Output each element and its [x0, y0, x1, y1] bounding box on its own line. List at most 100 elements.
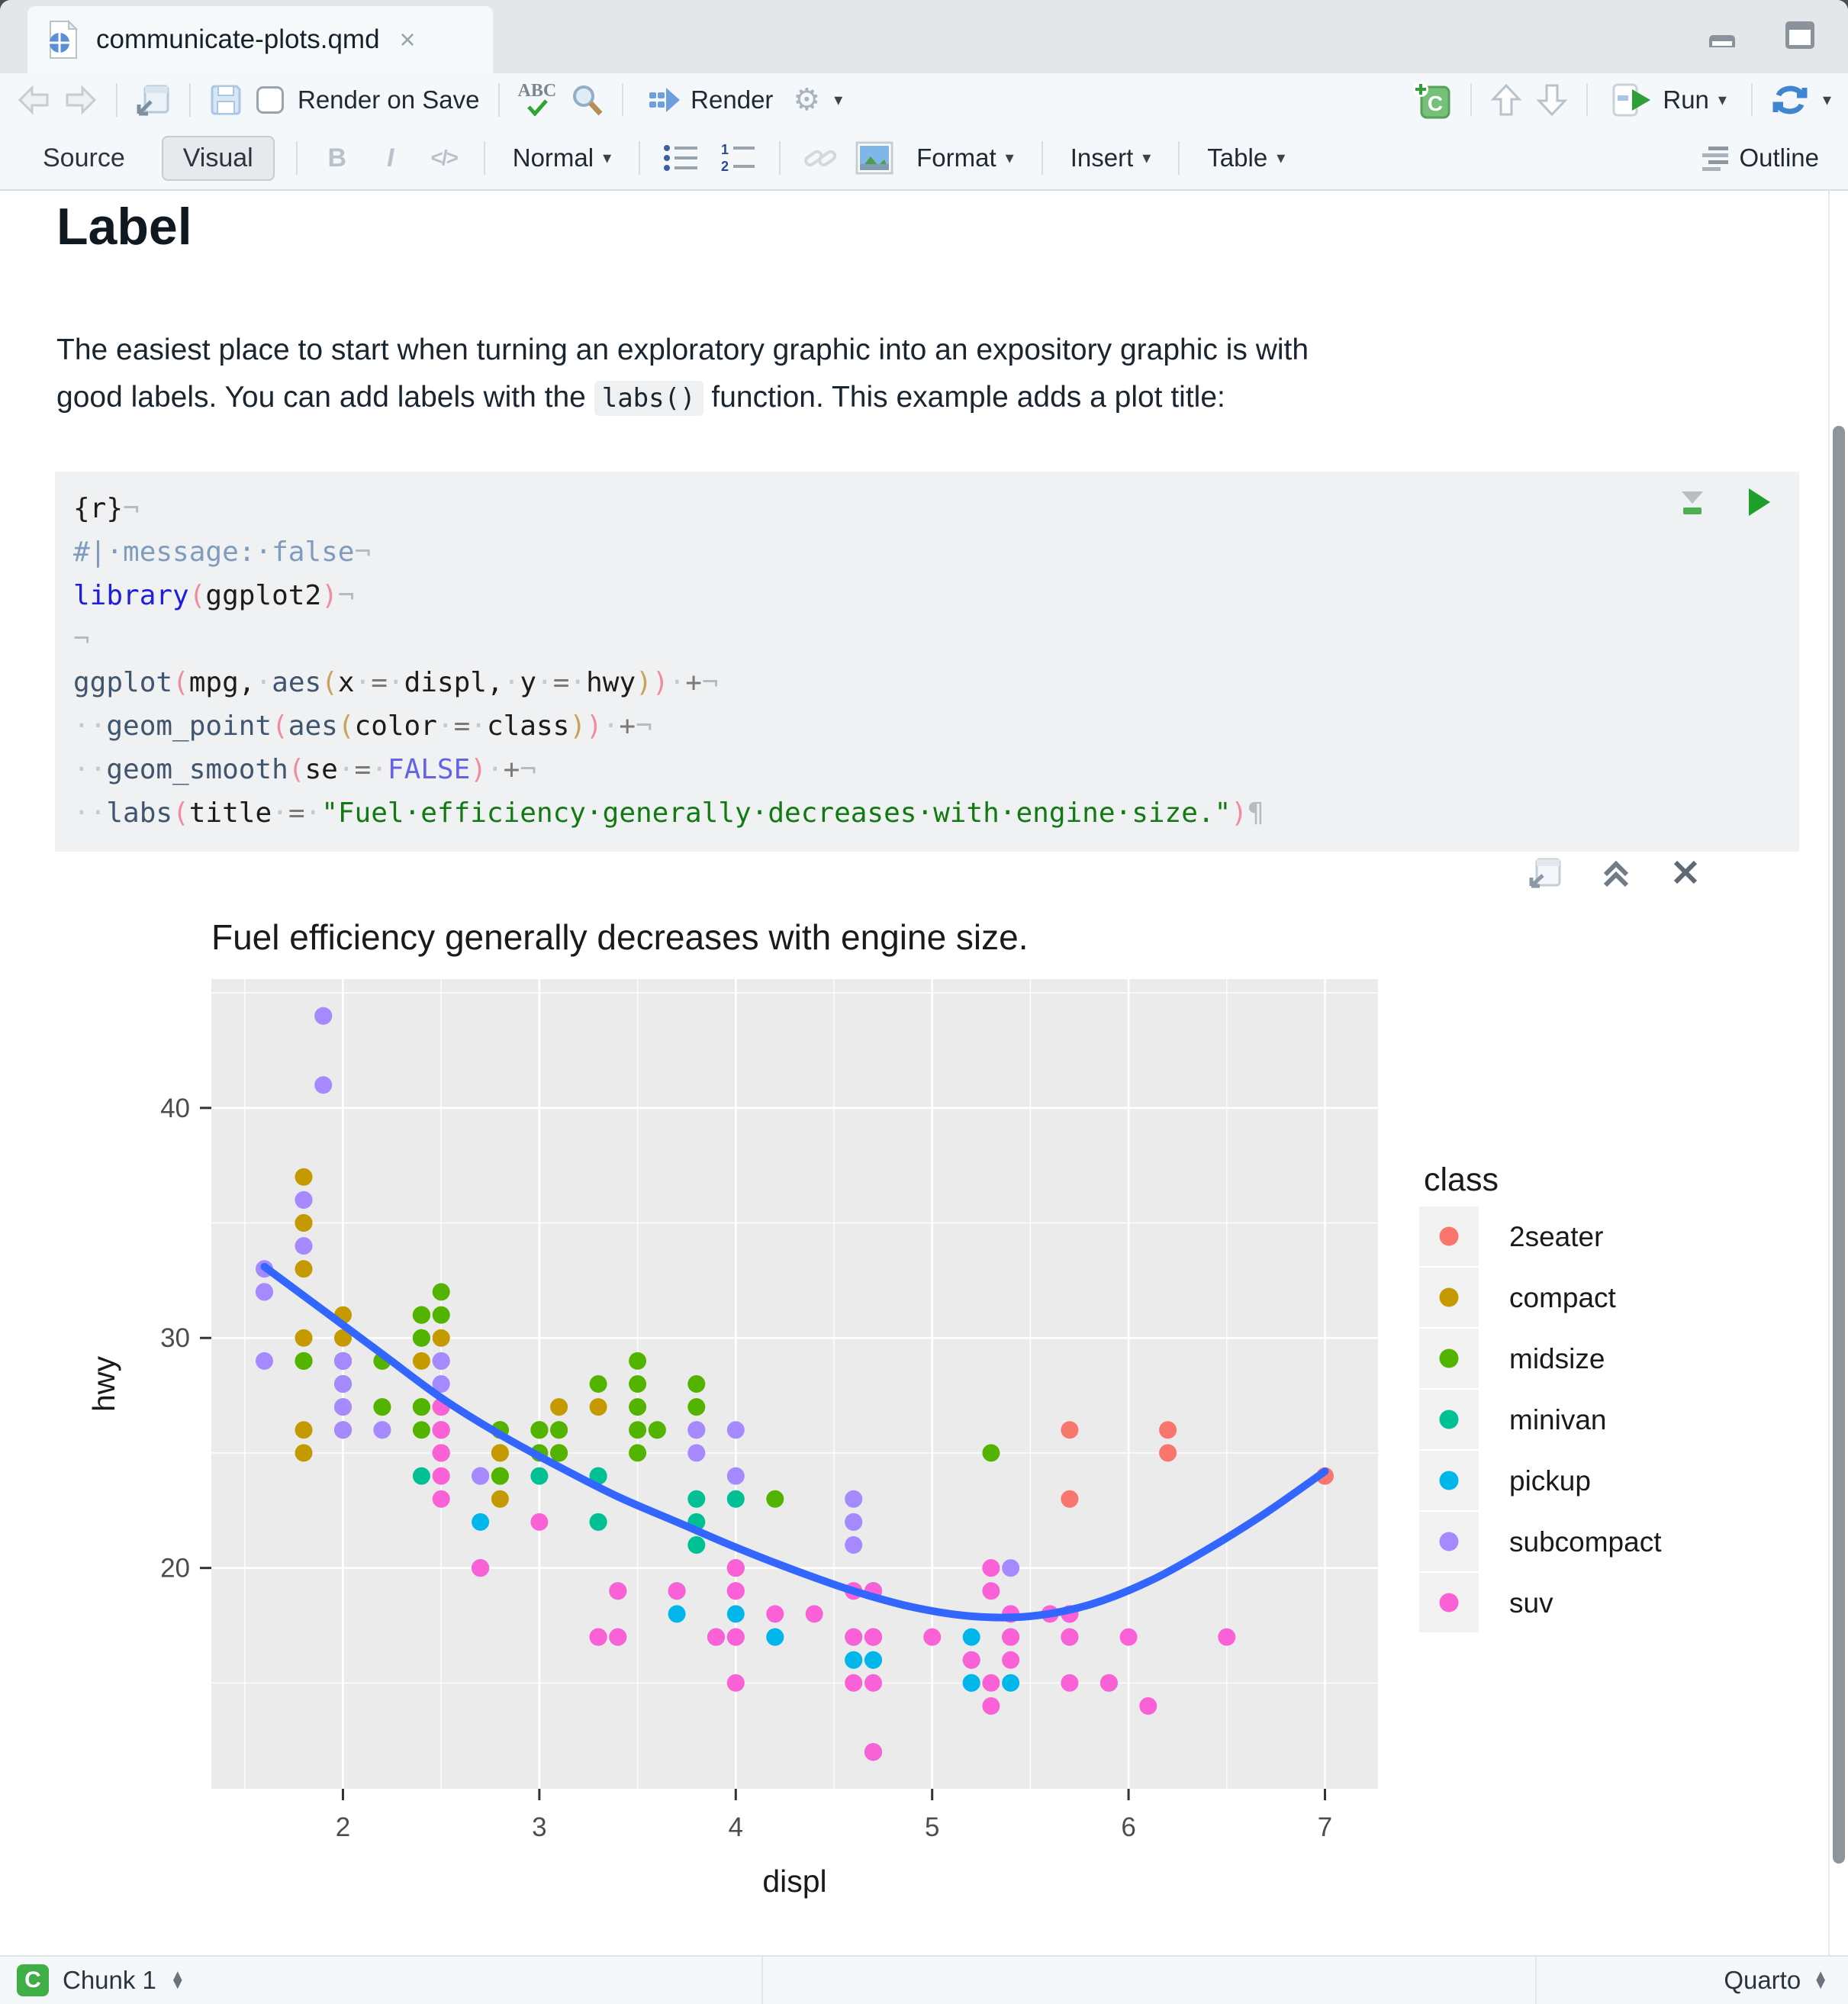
save-icon[interactable]	[209, 83, 243, 117]
render-icon	[649, 88, 681, 112]
format-toolbar: Source Visual B I </> Normal ▾ 1 2	[0, 127, 1848, 191]
y-tick-label: 40	[160, 1094, 190, 1123]
insert-menu[interactable]: Insert ▾	[1070, 143, 1151, 172]
code-format-button[interactable]: </>	[430, 146, 458, 169]
doc-format-selector[interactable]: Quarto ▲ ▼	[1535, 1957, 1848, 2004]
render-on-save-checkbox[interactable]	[256, 86, 284, 114]
run-icon	[1612, 83, 1651, 117]
main-toolbar: Render on Save ABC Render ⚙ ▾	[0, 73, 1848, 127]
legend: class 2seater compact midsize minivan pickup s…	[1419, 1161, 1662, 1632]
editor-canvas[interactable]: Label The easiest place to start when tu…	[0, 191, 1828, 1955]
chunk-nav-arrows-icon[interactable]: ▲ ▼	[169, 1967, 185, 1993]
run-chunk-icon[interactable]	[1743, 485, 1773, 519]
scrollbar-thumb[interactable]	[1833, 426, 1845, 1864]
gear-icon[interactable]: ⚙	[793, 83, 821, 117]
italic-button[interactable]: I	[387, 143, 394, 172]
gear-caret-icon[interactable]: ▾	[834, 90, 843, 109]
code-line[interactable]: #|·message:·false¬	[73, 536, 372, 568]
svg-text:C: C	[1428, 92, 1443, 115]
chunk-navigator[interactable]: C Chunk 1 ▲ ▼	[0, 1957, 763, 2004]
source-caret-icon[interactable]: ▾	[1822, 90, 1831, 109]
render-button[interactable]: Render	[642, 82, 779, 118]
page-title: Label	[56, 198, 192, 256]
legend-label: 2seater	[1509, 1221, 1603, 1252]
tab-close-icon[interactable]: ×	[399, 24, 416, 55]
source-rerun-icon[interactable]	[1771, 83, 1809, 117]
y-tick-label: 20	[160, 1554, 190, 1584]
normal-caret-icon: ▾	[603, 148, 612, 167]
legend-label: suv	[1509, 1587, 1553, 1619]
code-line[interactable]: ··geom_point(aes(color·=·class))·+¬	[73, 710, 652, 742]
code-line[interactable]: ggplot(mpg,·aes(x·=·displ,·y·=·hwy))·+¬	[73, 667, 719, 698]
series-minivan	[412, 1467, 745, 1646]
paragraph-line2-post: function. This example adds a plot title…	[703, 381, 1225, 414]
collapse-output-icon[interactable]	[1599, 856, 1633, 890]
x-tick-label: 5	[925, 1812, 939, 1842]
legend-item: midsize	[1419, 1329, 1605, 1388]
quarto-file-icon	[50, 20, 79, 59]
back-icon[interactable]	[17, 85, 50, 115]
code-line[interactable]: ¬	[73, 623, 90, 655]
fold-up-icon[interactable]	[1490, 82, 1522, 118]
chunk-output-toolbar	[1528, 856, 1702, 890]
x-tick-label: 2	[336, 1812, 350, 1842]
format-selector-arrows-icon[interactable]: ▲ ▼	[1813, 1967, 1828, 1993]
series-suv	[432, 1398, 1236, 1761]
code-lines: {r}¬ #|·message:·false¬ library(ggplot2)¬ ¬…	[73, 487, 1799, 835]
spellcheck-icon[interactable]: ABC	[518, 82, 556, 116]
minimize-window-icon[interactable]	[1705, 17, 1740, 52]
search-icon[interactable]	[570, 83, 604, 117]
legend-item: minivan	[1419, 1390, 1607, 1449]
open-in-new-window-icon[interactable]	[136, 83, 171, 117]
bullet-list-icon[interactable]	[662, 142, 701, 174]
legend-key-suv	[1439, 1593, 1459, 1613]
y-axis-title: hwy	[86, 1356, 121, 1412]
code-chunk[interactable]: {r}¬ #|·message:·false¬ library(ggplot2)¬ ¬…	[55, 472, 1799, 852]
run-chunks-above-icon[interactable]	[1676, 485, 1709, 519]
file-tab[interactable]: communicate-plots.qmd ×	[27, 6, 493, 73]
legend-item: 2seater	[1419, 1207, 1603, 1266]
outline-toggle[interactable]: Outline	[1693, 140, 1825, 176]
code-line[interactable]: library(ggplot2)¬	[73, 580, 355, 611]
code-line[interactable]: {r}¬	[73, 493, 140, 524]
run-button[interactable]: Run ▾	[1606, 80, 1733, 120]
legend-label: minivan	[1509, 1404, 1607, 1435]
show-in-new-window-icon[interactable]	[1528, 856, 1563, 890]
link-icon[interactable]	[802, 142, 839, 174]
x-tick-label: 4	[729, 1812, 743, 1842]
paragraph-style-select[interactable]: Normal ▾	[512, 143, 612, 172]
x-tick-label: 3	[532, 1812, 546, 1842]
inline-code-labs: labs()	[594, 381, 703, 417]
tab-source-mode[interactable]: Source	[43, 143, 125, 172]
maximize-window-icon[interactable]	[1782, 17, 1817, 52]
tab-visual-mode[interactable]: Visual	[161, 135, 275, 181]
svg-text:1: 1	[721, 142, 729, 157]
table-caret-icon: ▾	[1277, 148, 1286, 167]
legend-key-compact	[1439, 1287, 1459, 1307]
vertical-scrollbar[interactable]	[1828, 191, 1848, 1955]
chunk-label: Chunk 1	[63, 1966, 156, 1994]
legend-item: suv	[1419, 1573, 1553, 1632]
table-menu[interactable]: Table ▾	[1207, 143, 1286, 172]
code-line[interactable]: ··labs(title·=·"Fuel·efficiency·generall…	[73, 797, 1264, 829]
plot-title: Fuel efficiency generally decreases with…	[211, 917, 1029, 957]
code-line[interactable]: ··geom_smooth(se·=·FALSE)·+¬	[73, 754, 537, 785]
legend-label: compact	[1509, 1282, 1617, 1313]
title-bar: communicate-plots.qmd ×	[0, 0, 1848, 73]
format-menu[interactable]: Format ▾	[916, 143, 1014, 172]
format-caret-icon: ▾	[1005, 148, 1014, 167]
insert-chunk-icon[interactable]: C	[1412, 81, 1452, 119]
numbered-list-icon[interactable]: 1 2	[718, 142, 758, 174]
bold-button[interactable]: B	[327, 143, 347, 172]
image-icon[interactable]	[855, 141, 893, 175]
insert-caret-icon: ▾	[1142, 148, 1151, 167]
legend-item: compact	[1419, 1268, 1617, 1327]
paragraph-line1: The easiest place to start when turning …	[56, 333, 1309, 366]
legend-label: subcompact	[1509, 1526, 1662, 1558]
tab-title: communicate-plots.qmd	[96, 24, 380, 54]
fold-down-icon[interactable]	[1536, 82, 1568, 118]
legend-label: pickup	[1509, 1465, 1591, 1497]
legend-key-subcompact	[1439, 1532, 1459, 1551]
forward-icon[interactable]	[64, 85, 98, 115]
clear-output-icon[interactable]	[1669, 856, 1702, 888]
